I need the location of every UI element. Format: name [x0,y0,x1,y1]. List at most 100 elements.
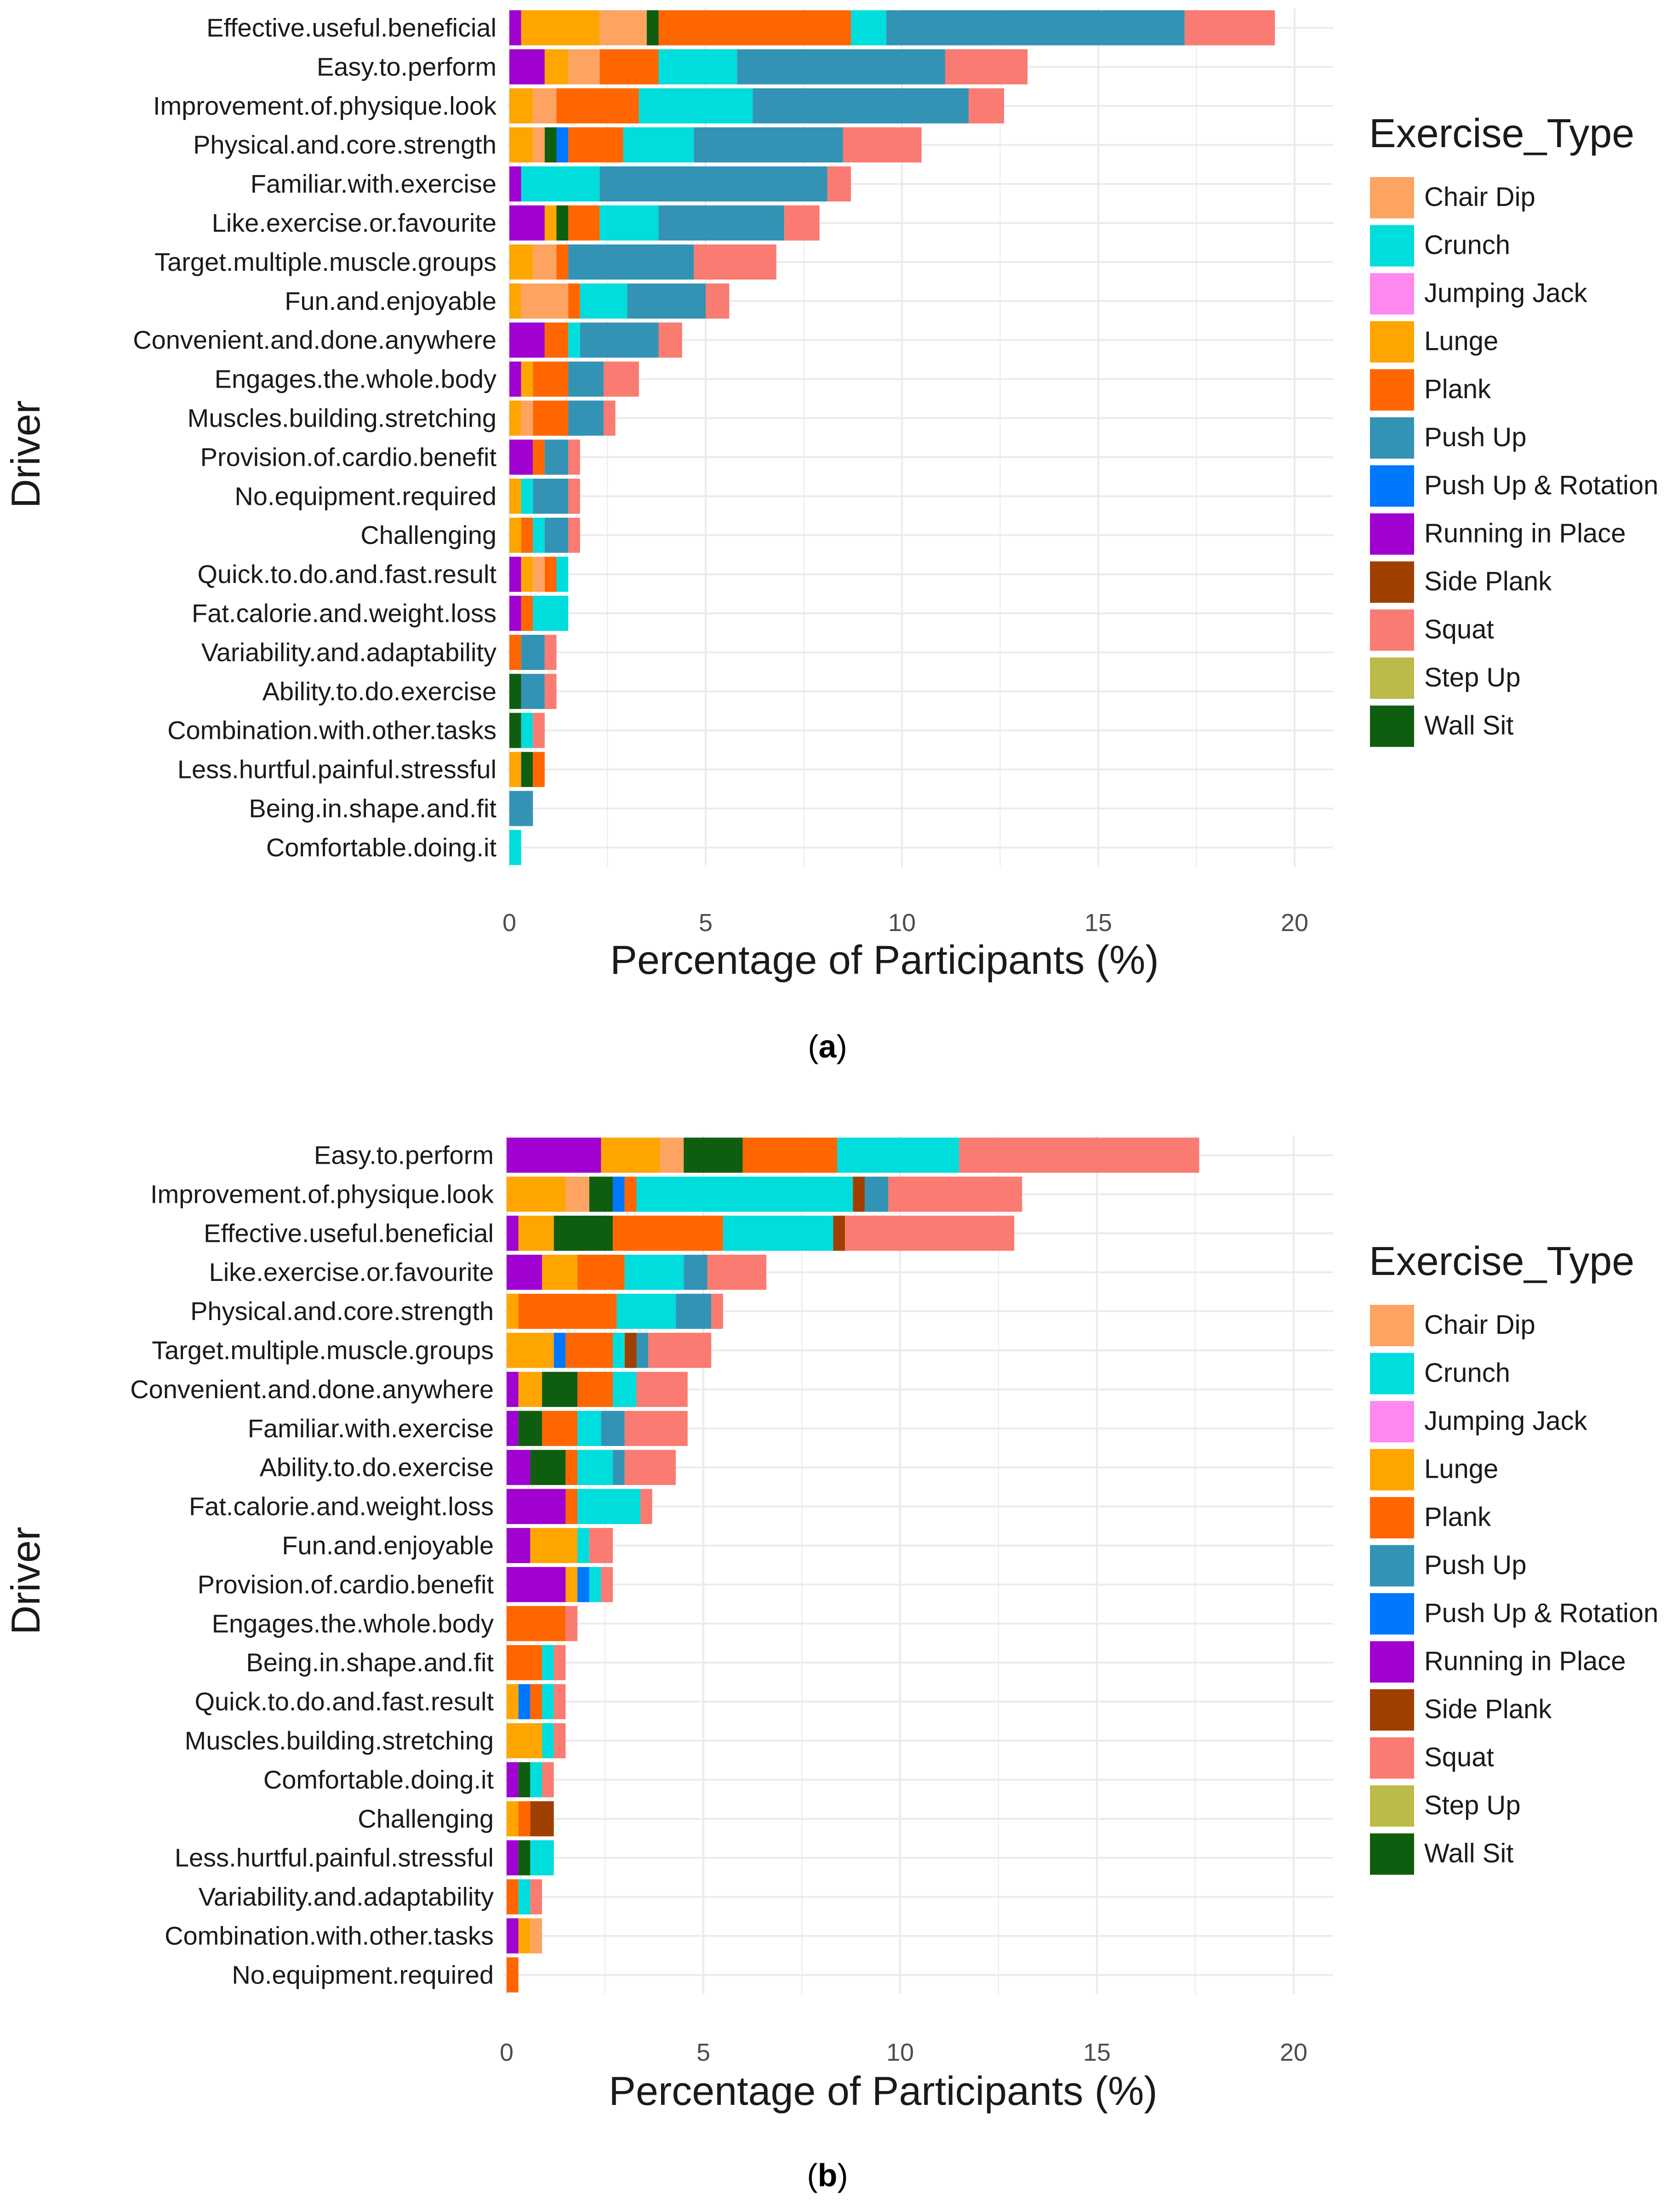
bar-being-in-shape-and-fit [509,791,533,826]
bar-segment-lunge [521,10,600,46]
bar-segment-plank [568,127,623,163]
bar-ability-to-do-exercise [507,1450,676,1485]
driver-tick-label: Convenient.and.done.anywhere [130,1375,494,1404]
driver-tick-label: Engages.the.whole.body [215,365,496,394]
driver-tick-label: Challenging [358,1804,494,1833]
bar-segment-plank [565,1489,578,1524]
bar-easy-to-perform [507,1137,1199,1173]
bar-effective-useful-beneficial [509,10,1275,46]
bar-segment-push-up [676,1293,712,1329]
bar-segment-crunch [636,1177,853,1212]
bar-engages-the-whole-body [509,361,639,397]
bar-segment-lunge [507,1293,519,1329]
bar-segment-plank [556,244,569,280]
panel-label: (b) [807,2157,848,2193]
legend-swatch [1370,513,1414,555]
driver-tick-label: Fun.and.enjoyable [285,286,496,315]
bar-segment-wall-sit [509,713,521,748]
bar-segment-lunge [509,283,521,319]
driver-tick-label: Combination.with.other.tasks [165,1921,494,1950]
y-axis-title: Driver [3,1527,48,1635]
bar-segment-wall-sit [518,1762,531,1798]
legend-swatch [1370,417,1414,459]
driver-tick-label: Less.hurtful.painful.stressful [177,755,496,784]
bar-segment-running-in-place [507,1918,519,1954]
bar-segment-squat [542,1762,554,1798]
bar-segment-push-up [599,166,827,202]
bar-segment-plank [565,1332,613,1368]
legend-item-wall-sit: Wall Sit [1370,1833,1513,1875]
bar-segment-push-up [544,517,569,553]
bar-segment-running-in-place [509,322,545,358]
bar-segment-running-in-place [507,1567,566,1602]
bar-segment-crunch [589,1567,601,1602]
bar-segment-plank [509,634,521,670]
bar-segment-squat [843,127,922,163]
bar-segment-push-up [627,283,706,319]
legend-swatch [1370,657,1414,699]
legend-item-push-up: Push Up [1370,417,1526,459]
driver-tick-label: Being.in.shape.and.fit [246,1648,494,1677]
legend-swatch [1370,561,1414,603]
x-tick-label: 10 [888,909,916,937]
bar-segment-push-up [737,49,945,85]
bar-segment-crunch [542,1645,554,1680]
bar-less-hurtful-painful-stressful [509,752,545,787]
driver-tick-label: Easy.to.perform [317,52,496,81]
bar-segment-running-in-place [509,361,521,397]
bar-segment-plank [530,1684,542,1720]
bar-segment-lunge [509,479,521,514]
bar-segment-push-up [886,10,1185,46]
legend-label: Push Up [1424,1550,1526,1580]
bar-segment-squat [706,283,730,319]
bar-no-equipment-required [507,1957,519,1993]
chart-panel-b: Easy.to.perform Improvement.of.physique.l… [3,1136,1658,2193]
bar-segment-chair-dip [599,10,647,46]
driver-tick-label: Ability.to.do.exercise [262,677,496,706]
bar-segment-squat [603,361,639,397]
legend-swatch [1370,609,1414,651]
legend-item-step-up: Step Up [1370,657,1521,699]
bar-segment-crunch [542,1684,554,1720]
bar-segment-squat [589,1528,613,1563]
bar-segment-side-plank [833,1216,845,1251]
legend-item-running-in-place: Running in Place [1370,513,1626,555]
bar-segment-side-plank [530,1801,554,1836]
bar-physical-and-core-strength [507,1293,723,1329]
bar-segment-crunch [521,479,533,514]
legend-item-step-up: Step Up [1370,1785,1521,1827]
legend-title: Exercise_Type [1369,110,1634,156]
driver-tick-label: Effective.useful.beneficial [206,13,496,42]
bar-comfortable-doing-it [507,1762,554,1798]
x-tick-label: 0 [502,909,516,937]
legend-swatch [1370,1449,1414,1491]
bar-segment-running-in-place [507,1489,566,1524]
legend-label: Jumping Jack [1424,1406,1588,1436]
bar-segment-crunch [521,713,533,748]
driver-tick-label: Combination.with.other.tasks [167,716,496,745]
bar-segment-push-up [636,1332,649,1368]
bar-segment-squat [601,1567,613,1602]
bar-quick-to-do-and-fast-result [509,556,569,592]
bar-segment-plank [521,517,533,553]
driver-tick-label: Less.hurtful.painful.stressful [175,1843,494,1872]
bar-like-exercise-or-favourite [509,205,820,241]
bar-segment-crunch [837,1137,959,1173]
bar-segment-lunge [507,1177,566,1212]
bar-segment-running-in-place [509,166,521,202]
legend-item-lunge: Lunge [1370,1449,1498,1491]
legend-swatch [1370,369,1414,411]
bar-segment-lunge [509,752,521,787]
bar-segment-plank [507,1879,519,1915]
bar-segment-chair-dip [568,49,600,85]
bar-provision-of-cardio-benefit [507,1567,613,1602]
bar-segment-plank [544,322,569,358]
legend-swatch [1370,1737,1414,1779]
bar-segment-lunge [509,517,521,553]
legend-swatch [1370,1593,1414,1635]
legend-title: Exercise_Type [1369,1238,1634,1284]
driver-tick-label: Ability.to.do.exercise [260,1453,494,1482]
bar-segment-push-up-rotation [556,127,569,163]
legend-item-crunch: Crunch [1370,1353,1510,1395]
bar-segment-running-in-place [507,1762,519,1798]
